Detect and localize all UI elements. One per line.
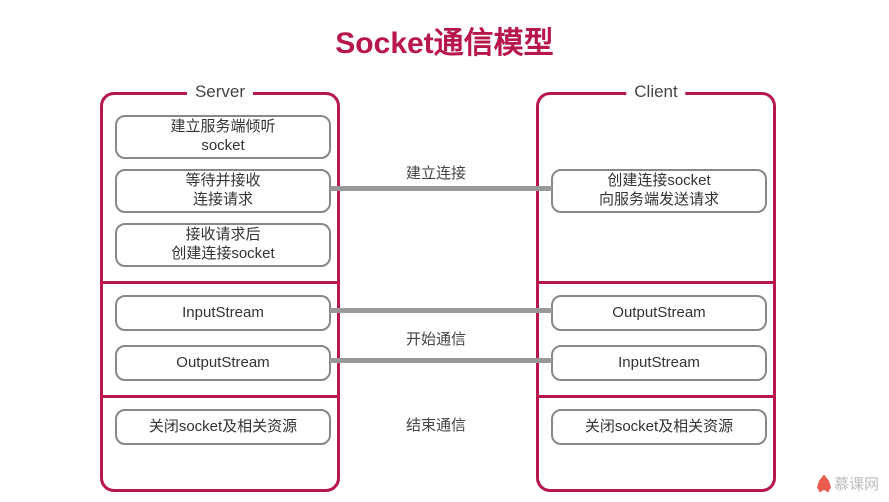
watermark: 慕课网 [817,473,879,494]
s-accept: 等待并接收 连接请求 [115,169,331,213]
server-panel-label: Server [187,82,253,102]
c-connect: 创建连接socket 向服务端发送请求 [551,169,767,213]
panel-separator [100,395,340,398]
c-in: InputStream [551,345,767,381]
lbl-close: 结束通信 [406,414,466,435]
lbl-comm: 开始通信 [406,328,466,349]
watermark-text: 慕课网 [834,473,879,494]
client-panel: Client 创建连接socket 向服务端发送请求OutputStreamIn… [536,92,776,492]
s-listen: 建立服务端倾听 socket [115,115,331,159]
page-title: Socket通信模型 [0,0,889,72]
conn-io-1 [330,308,552,313]
panel-separator [536,281,776,284]
conn-establish [330,186,552,191]
client-panel-label: Client [626,82,685,102]
c-close: 关闭socket及相关资源 [551,409,767,445]
s-create: 接收请求后 创建连接socket [115,223,331,267]
s-in: InputStream [115,295,331,331]
flame-icon [817,475,831,493]
panel-separator [536,395,776,398]
panel-separator [100,281,340,284]
s-close: 关闭socket及相关资源 [115,409,331,445]
conn-io-2 [330,358,552,363]
diagram-canvas: Server 建立服务端倾听 socket 等待并接收 连接请求接收请求后 创建连… [0,72,889,502]
server-panel: Server 建立服务端倾听 socket等待并接收 连接请求接收请求后 创建连… [100,92,340,492]
c-out: OutputStream [551,295,767,331]
lbl-establish: 建立连接 [406,162,466,183]
s-out: OutputStream [115,345,331,381]
